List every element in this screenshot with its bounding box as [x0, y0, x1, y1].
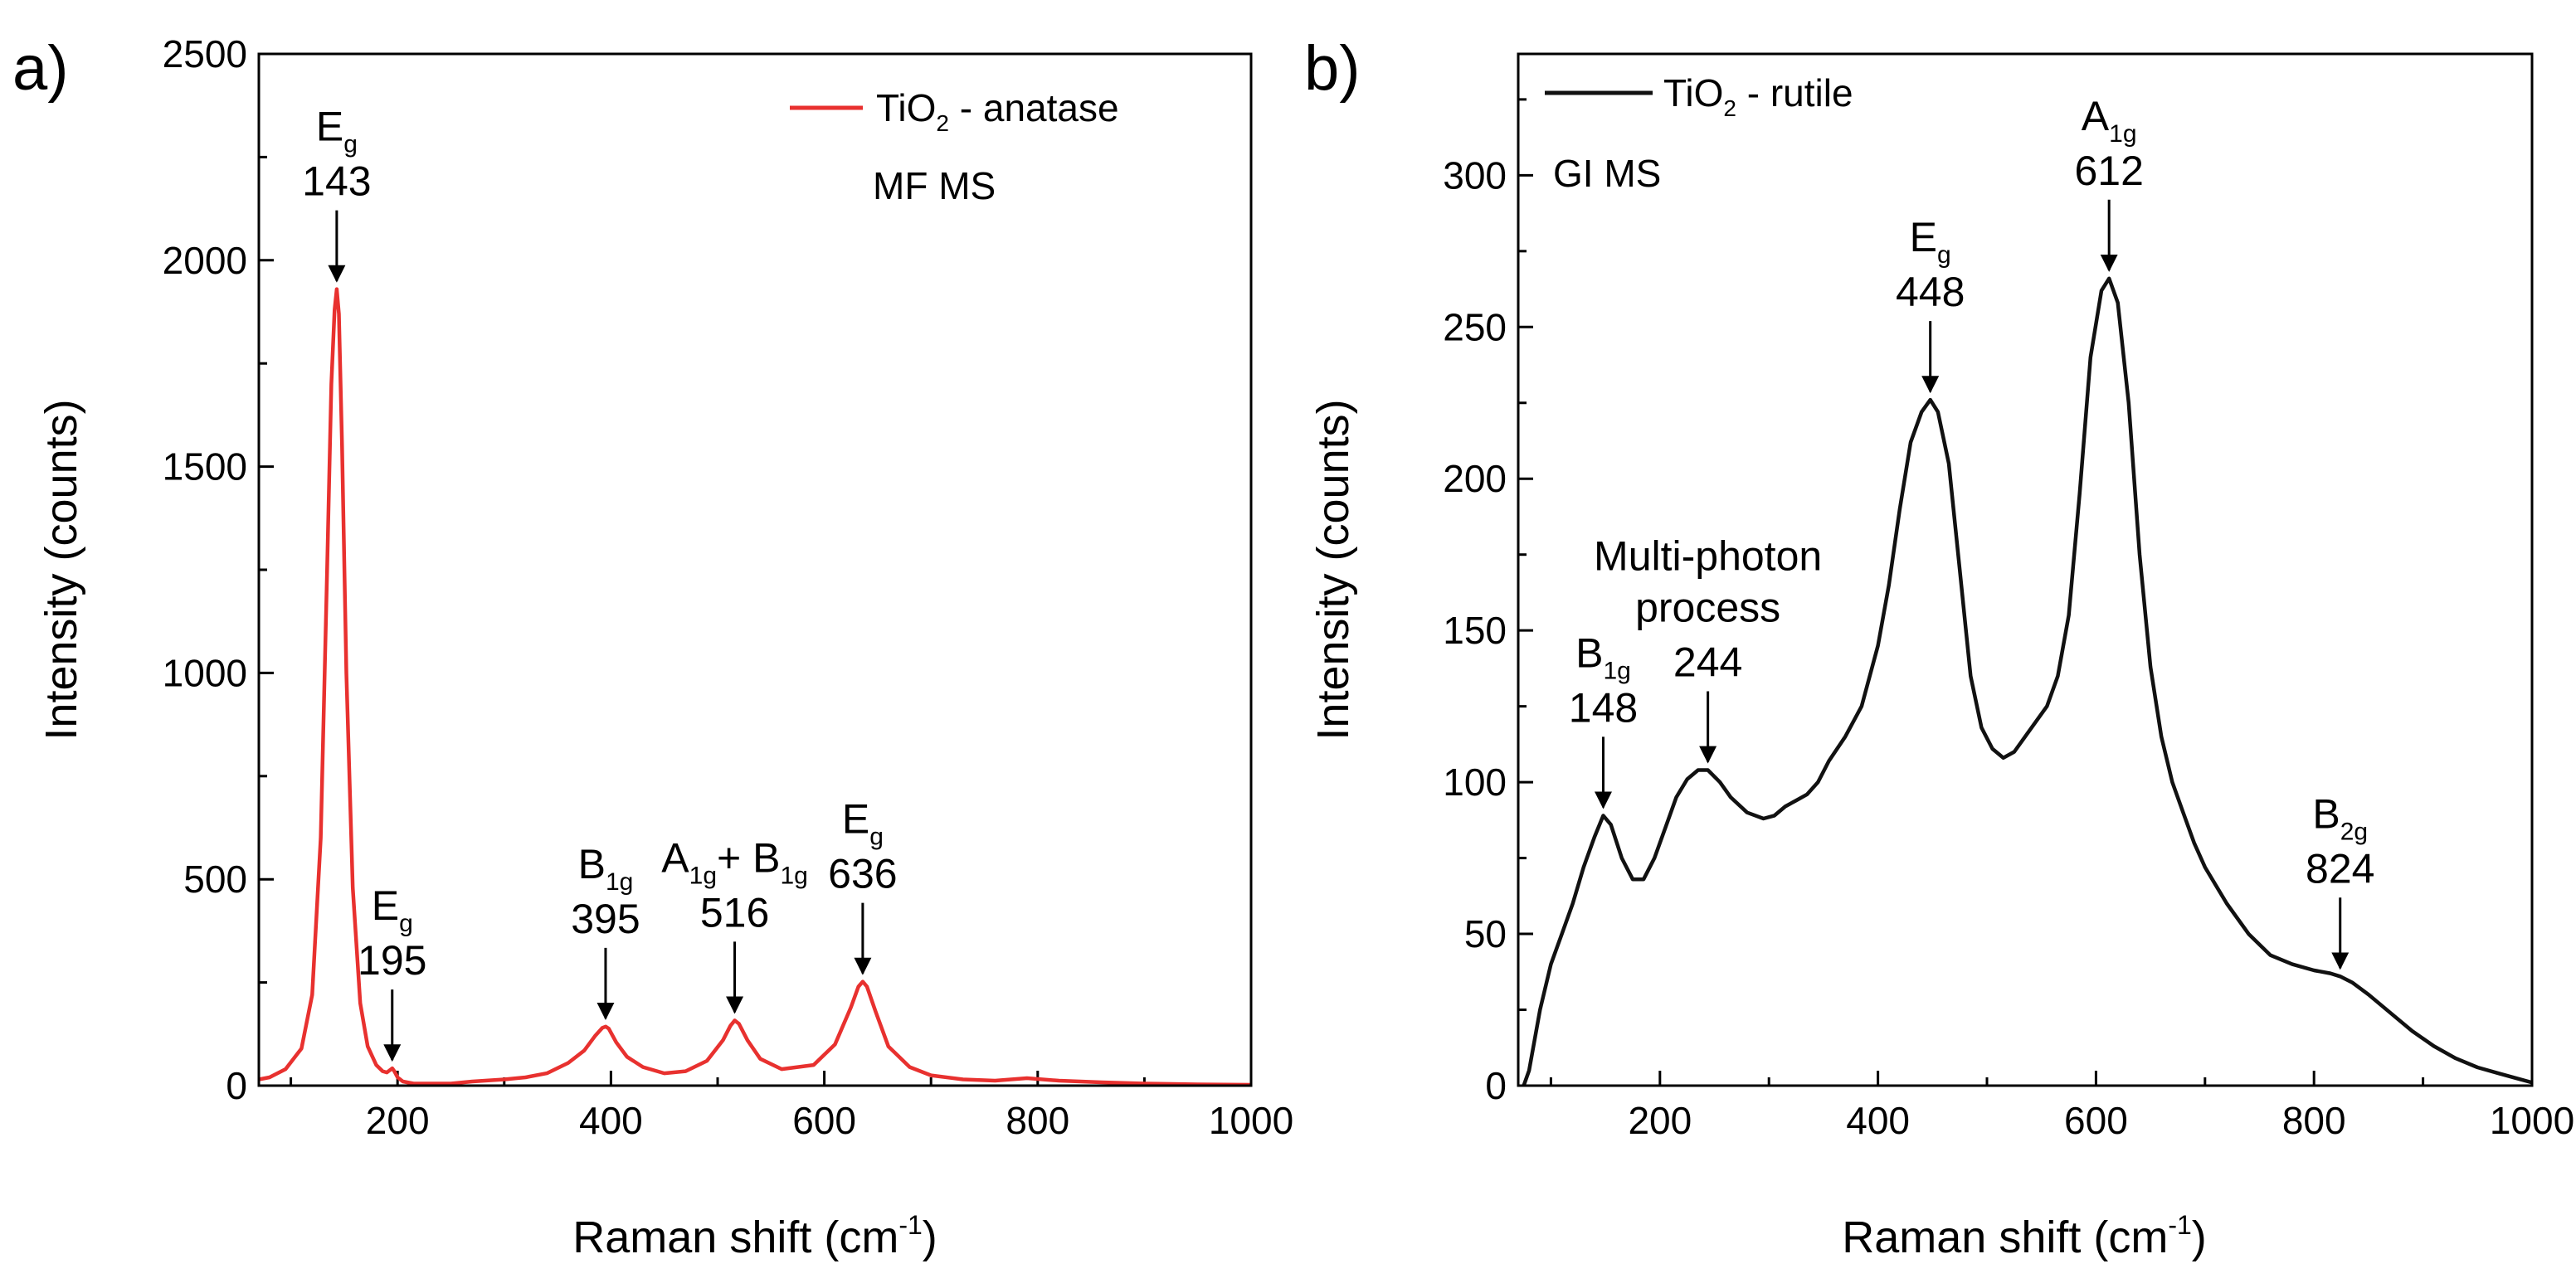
- panel-a-sample-label: MF MS: [873, 164, 996, 207]
- panel-a-peak-value: 195: [358, 937, 426, 984]
- panel-a-peak-mode-label: B1g: [578, 841, 634, 896]
- panel-a-legend-label: TiO2 - anatase: [876, 86, 1119, 136]
- panel-b-y-tick-label: 300: [1443, 153, 1507, 197]
- panel-b-x-tick-label: 800: [2282, 1099, 2346, 1142]
- panel-a-x-tick-label: 600: [792, 1099, 856, 1142]
- panel-a-y-tick-label: 1000: [163, 651, 247, 694]
- panel-a-y-tick-label: 2500: [163, 32, 247, 75]
- panel-b-peak-value: 448: [1896, 269, 1965, 315]
- panel-b-y-tick-label: 150: [1443, 609, 1507, 652]
- panel-b-peak-mode-label: Eg: [1910, 214, 1951, 269]
- panel-a-anatase: a) 200 400 600 800 100005001000150020002500 …: [12, 32, 1293, 1262]
- panel-a-y-tick-label: 0: [226, 1064, 247, 1107]
- panel-a-peak-value: 395: [571, 896, 640, 942]
- panel-a-x-tick-label: 1000: [1209, 1099, 1293, 1142]
- panel-b-legend: TiO2 - rutile GI MS: [1545, 71, 1853, 195]
- panel-a-plot-frame: [257, 52, 1253, 1087]
- panel-a-peak-value: 636: [828, 851, 897, 897]
- panel-b-x-tick-label: 400: [1846, 1099, 1910, 1142]
- panel-b-y-tick-label: 50: [1464, 912, 1507, 955]
- panel-b-x-axis-title: Raman shift (cm-1): [1842, 1210, 2207, 1262]
- panel-a-axes: 200 400 600 800 1000 0 500 1000 1500 2000 2500: [163, 32, 1294, 1142]
- panel-a-y-tick-label: 1500: [163, 445, 247, 488]
- panel-a-x-tick-label: 400: [579, 1099, 643, 1142]
- panel-b-peak-mode-label: A1g: [2082, 93, 2137, 148]
- panel-b-series: [1522, 276, 2533, 1086]
- panel-a-x-tick-label: 800: [1006, 1099, 1069, 1142]
- panel-a-legend: TiO2 - anatase MF MS: [790, 86, 1119, 207]
- panel-b-x-tick-label: 200: [1628, 1099, 1692, 1142]
- panel-b-peak-mode-label: Multi-photon: [1594, 532, 1822, 579]
- panel-a-peak-mode-label: Eg: [842, 796, 884, 851]
- panel-b-axes: 200 400 600 800 1000 0 50 100 150 200 250 300: [1443, 98, 2574, 1142]
- panel-b-peak-mode-label: B1g: [1575, 629, 1631, 684]
- panel-b-peak-value: 244: [1673, 639, 1742, 685]
- panel-b-peak-value: 148: [1569, 684, 1638, 731]
- panel-b-peak-value: 612: [2074, 148, 2143, 194]
- panel-b-sample-label: GI MS: [1553, 152, 1661, 195]
- panel-a-label: a): [12, 33, 69, 104]
- panel-a-y-axis-title: Intensity (counts): [37, 399, 86, 740]
- panel-b-y-tick-label: 0: [1485, 1064, 1507, 1107]
- panel-a-peak-mode-label: Eg: [316, 104, 358, 158]
- panel-b-peak-value: 824: [2306, 845, 2374, 892]
- panel-b-y-tick-label: 100: [1443, 761, 1507, 804]
- panel-b-rutile: b) 200 400 600 800 1000 0 50 100 150 200 250 300 14…: [1304, 33, 2574, 1262]
- panel-a-peak-mode-label: Eg: [372, 882, 413, 937]
- panel-a-x-tick-label: 200: [366, 1099, 430, 1142]
- panel-a-series-line: [258, 287, 1252, 1087]
- panel-b-legend-label: TiO2 - rutile: [1663, 71, 1853, 121]
- panel-a-peak-value: 143: [302, 158, 371, 205]
- panel-b-peak-mode-label: process: [1635, 584, 1780, 630]
- panel-b-y-tick-label: 250: [1443, 305, 1507, 348]
- panel-a-y-tick-label: 2000: [163, 239, 247, 282]
- panel-a-y-tick-label: 500: [183, 858, 247, 901]
- panel-a-peak-mode-label: A1g+ B1g: [661, 834, 808, 889]
- panel-b-label: b): [1304, 33, 1361, 104]
- panel-b-y-axis-title: Intensity (counts): [1308, 399, 1358, 740]
- panel-b-series-line: [1522, 276, 2533, 1086]
- panel-b-x-tick-label: 600: [2064, 1099, 2128, 1142]
- panel-b-plot-frame: [1517, 52, 2534, 1087]
- panel-b-peak-mode-label: B2g: [2312, 790, 2368, 845]
- panel-a-peak-value: 516: [700, 889, 769, 936]
- panel-a-x-axis-title: Raman shift (cm-1): [572, 1210, 937, 1262]
- panel-a-series: [258, 287, 1252, 1087]
- panel-b-y-tick-label: 200: [1443, 457, 1507, 500]
- panel-b-x-tick-label: 1000: [2490, 1099, 2574, 1142]
